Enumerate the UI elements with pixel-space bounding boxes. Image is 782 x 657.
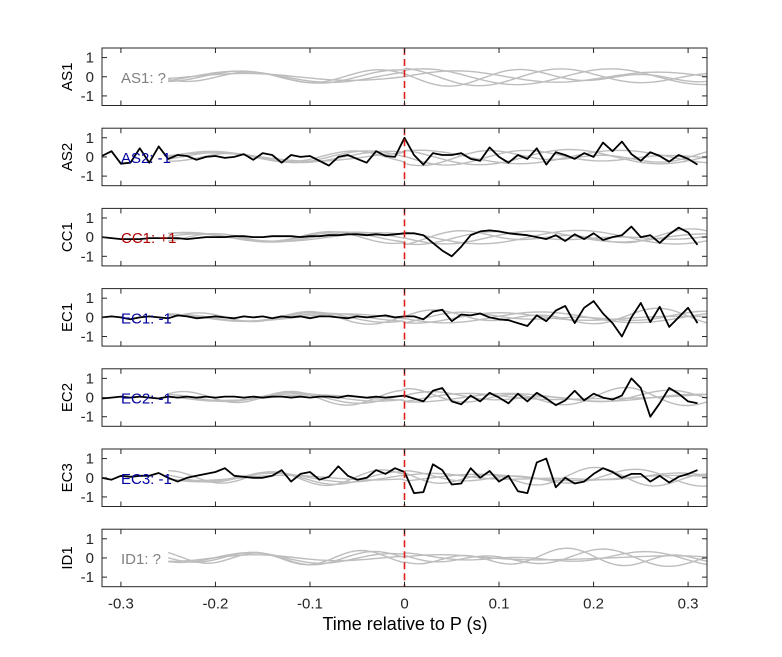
y-tick-label: 0	[86, 470, 94, 487]
x-tick-label: 0	[400, 596, 408, 613]
y-tick-label: -1	[81, 489, 94, 506]
y-tick-label: -1	[81, 409, 94, 426]
polarity-label: EC3: -1	[121, 471, 172, 488]
comparison-trace	[167, 547, 707, 567]
x-axis-label: Time relative to P (s)	[322, 614, 487, 634]
polarity-label: AS2: -1	[121, 150, 171, 167]
polarity-label: EC1: -1	[121, 310, 172, 327]
comparison-trace	[168, 466, 707, 487]
polarity-label: CC1: +1	[121, 230, 176, 247]
panel-plot-area	[102, 300, 707, 338]
x-tick-label: 0.1	[489, 596, 510, 613]
station-axis-label: EC1	[59, 303, 76, 332]
waveform-line	[102, 136, 698, 167]
comparison-trace	[168, 468, 707, 487]
station-axis-label: CC1	[59, 222, 76, 252]
comparison-trace	[168, 386, 707, 407]
y-tick-label: 1	[86, 531, 94, 548]
panel-plot-area	[167, 547, 707, 567]
y-tick-label: 1	[86, 50, 94, 67]
y-tick-label: 1	[86, 290, 94, 307]
x-tick-label: 0.3	[678, 596, 699, 613]
y-tick-label: 0	[86, 229, 94, 246]
y-tick-label: -1	[81, 248, 94, 265]
y-tick-label: -1	[81, 168, 94, 185]
y-tick-label: 0	[86, 149, 94, 166]
comparison-trace	[168, 228, 707, 246]
panel-plot-area	[168, 67, 707, 87]
y-tick-label: 1	[86, 130, 94, 147]
panel-plot-area	[102, 377, 707, 418]
station-axis-label: EC3	[59, 463, 76, 492]
station-axis-label: ID1	[59, 546, 76, 569]
panel-ec2: 1 0 -1 EC2 EC2: -1	[59, 368, 708, 427]
panels-group: 1 0 -1 AS1 AS1: ? 1 0 -1 AS2 AS2: -1 1 0 -1 CC1 CC1: +…	[59, 47, 708, 588]
x-tick-label: -0.2	[203, 596, 229, 613]
panel-id1: 1 0 -1 ID1 ID1: ?	[59, 528, 708, 588]
panel-plot-area	[102, 225, 707, 258]
y-tick-label: -1	[81, 329, 94, 346]
polarity-label: ID1: ?	[121, 551, 161, 568]
y-tick-label: 0	[86, 69, 94, 86]
panel-cc1: 1 0 -1 CC1 CC1: +1	[59, 207, 708, 267]
y-tick-label: 0	[86, 390, 94, 407]
comparison-trace	[168, 67, 707, 87]
panel-ec1: 1 0 -1 EC1 EC1: -1	[59, 288, 708, 347]
panel-ec3: 1 0 -1 EC3 EC3: -1	[59, 448, 708, 507]
y-tick-label: -1	[81, 88, 94, 105]
comparison-trace	[168, 68, 707, 87]
panel-as2: 1 0 -1 AS2 AS2: -1	[59, 127, 708, 187]
waveform-line	[102, 457, 698, 494]
panel-plot-area	[102, 136, 707, 167]
waveform-line	[102, 300, 699, 338]
comparison-trace	[168, 149, 707, 166]
waveform-line	[102, 377, 698, 418]
x-tick-label: -0.1	[297, 596, 323, 613]
polarity-label: EC2: -1	[121, 391, 172, 408]
station-axis-label: AS2	[59, 143, 76, 171]
y-tick-label: 1	[86, 451, 94, 468]
panel-plot-area	[102, 457, 707, 494]
station-axis-label: EC2	[59, 383, 76, 412]
waveform-line	[102, 225, 699, 258]
x-tick-label: -0.3	[108, 596, 134, 613]
polarity-label: AS1: ?	[121, 70, 166, 87]
comparison-trace	[168, 70, 707, 83]
comparison-trace	[168, 554, 707, 562]
panel-as1: 1 0 -1 AS1 AS1: ?	[59, 47, 708, 106]
x-tick-label: 0.2	[583, 596, 604, 613]
station-axis-label: AS1	[59, 63, 76, 91]
y-tick-label: 0	[86, 550, 94, 567]
x-axis: -0.3 -0.2 -0.1 0 0.1 0.2 0.3	[108, 596, 699, 613]
y-tick-label: 1	[86, 210, 94, 227]
y-tick-label: 0	[86, 309, 94, 326]
y-tick-label: -1	[81, 569, 94, 586]
y-tick-label: 1	[86, 370, 94, 387]
